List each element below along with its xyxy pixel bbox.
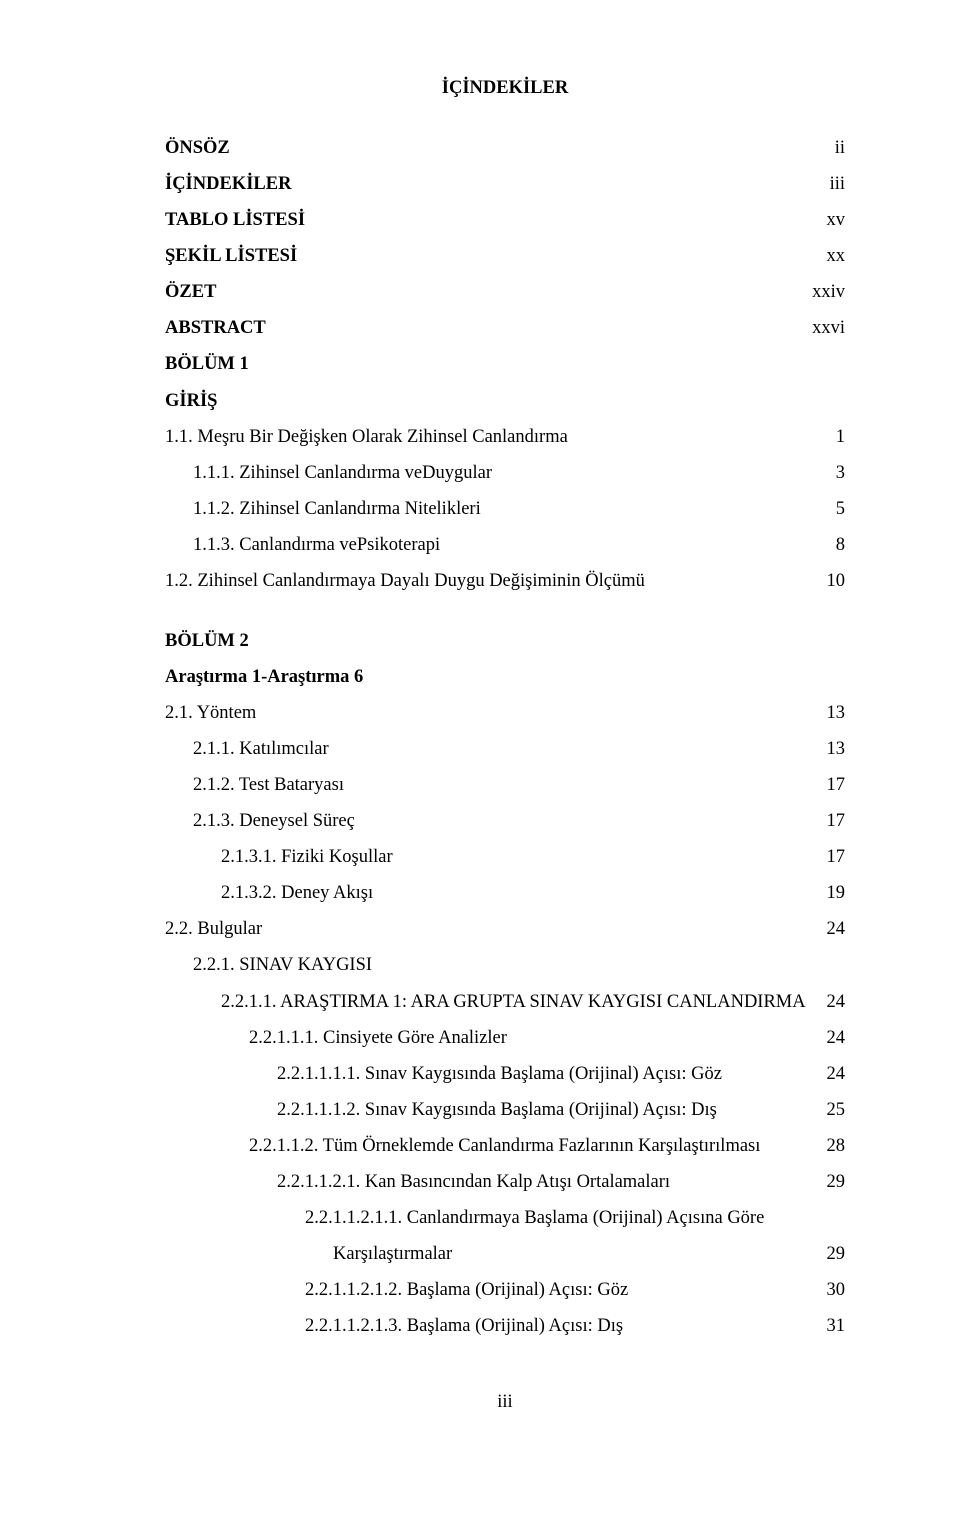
toc-label: 2.2.1. SINAV KAYGISI	[165, 947, 825, 983]
toc-row: 2.2.1.1.1.1. Sınav Kaygısında Başlama (O…	[165, 1056, 845, 1092]
toc-label: TABLO LİSTESİ	[165, 202, 807, 238]
toc-page: 28	[807, 1128, 846, 1164]
toc-label: 1.1.2. Zihinsel Canlandırma Nitelikleri	[165, 491, 816, 527]
page-number: iii	[165, 1384, 845, 1420]
toc-row: 1.1.3. Canlandırma vePsikoterapi8	[165, 527, 845, 563]
toc-page: xx	[807, 238, 846, 274]
toc-page: 29	[807, 1164, 846, 1200]
toc-label: 1.2. Zihinsel Canlandırmaya Dayalı Duygu…	[165, 563, 807, 599]
toc-page: 3	[816, 455, 845, 491]
toc-page: xxiv	[792, 274, 845, 310]
toc-row: GİRİŞ	[165, 383, 845, 419]
toc-page: 8	[816, 527, 845, 563]
toc-row: 1.1.1. Zihinsel Canlandırma veDuygular3	[165, 455, 845, 491]
toc-page: 10	[807, 563, 846, 599]
toc-page: 30	[807, 1272, 846, 1308]
toc-label: 2.1.3. Deneysel Süreç	[165, 803, 807, 839]
toc-row: İÇİNDEKİLERiii	[165, 166, 845, 202]
toc-label: 2.2.1.1.2. Tüm Örneklemde Canlandırma Fa…	[165, 1128, 807, 1164]
toc-gap	[165, 599, 845, 623]
toc-row: BÖLÜM 1	[165, 346, 845, 382]
toc-row: 2.2.1.1.1. Cinsiyete Göre Analizler24	[165, 1020, 845, 1056]
toc-page: 1	[816, 419, 845, 455]
toc-page: 17	[807, 767, 846, 803]
toc-label: 2.2. Bulgular	[165, 911, 807, 947]
toc-label: 2.2.1.1.2.1.1. Canlandırmaya Başlama (Or…	[165, 1200, 825, 1236]
toc-page: 25	[807, 1092, 846, 1128]
toc-page: 13	[807, 695, 846, 731]
toc-page: xxvi	[792, 310, 845, 346]
toc-row: BÖLÜM 2	[165, 623, 845, 659]
toc-page: 17	[807, 803, 846, 839]
toc-row: 2.2.1.1.2.1.1. Canlandırmaya Başlama (Or…	[165, 1200, 845, 1236]
toc-row: 2.2.1.1.1.2. Sınav Kaygısında Başlama (O…	[165, 1092, 845, 1128]
toc-page: 29	[807, 1236, 846, 1272]
toc-label: 2.2.1.1.1. Cinsiyete Göre Analizler	[165, 1020, 807, 1056]
toc-label: 2.2.1.1.1.2. Sınav Kaygısında Başlama (O…	[165, 1092, 807, 1128]
toc-page: iii	[810, 166, 845, 202]
toc-label: 2.1.3.2. Deney Akışı	[165, 875, 807, 911]
toc-row: 1.1.2. Zihinsel Canlandırma Nitelikleri5	[165, 491, 845, 527]
toc-row: 2.2.1. SINAV KAYGISI	[165, 947, 845, 983]
toc-row: ÖZETxxiv	[165, 274, 845, 310]
toc-label: 1.1. Meşru Bir Değişken Olarak Zihinsel …	[165, 419, 816, 455]
toc-row: 1.2. Zihinsel Canlandırmaya Dayalı Duygu…	[165, 563, 845, 599]
toc-label: GİRİŞ	[165, 383, 825, 419]
toc-row: 2.1.3. Deneysel Süreç17	[165, 803, 845, 839]
toc-row: 2.2.1.1.2.1. Kan Basıncından Kalp Atışı …	[165, 1164, 845, 1200]
toc-label: 1.1.3. Canlandırma vePsikoterapi	[165, 527, 816, 563]
toc-row: 2.2. Bulgular24	[165, 911, 845, 947]
toc-row: Araştırma 1-Araştırma 6	[165, 659, 845, 695]
document-title: İÇİNDEKİLER	[165, 70, 845, 106]
toc-row: TABLO LİSTESİxv	[165, 202, 845, 238]
toc-row: 2.2.1.1.2. Tüm Örneklemde Canlandırma Fa…	[165, 1128, 845, 1164]
toc-label: 2.1.2. Test Bataryası	[165, 767, 807, 803]
toc-row: ABSTRACTxxvi	[165, 310, 845, 346]
toc-row: 1.1. Meşru Bir Değişken Olarak Zihinsel …	[165, 419, 845, 455]
toc-row: 2.2.1.1.2.1.3. Başlama (Orijinal) Açısı:…	[165, 1308, 845, 1344]
toc-page: 24	[807, 1056, 846, 1092]
toc-page: ii	[815, 130, 845, 166]
toc-label: ÖNSÖZ	[165, 130, 815, 166]
toc-container: ÖNSÖZiiİÇİNDEKİLERiiiTABLO LİSTESİxvŞEKİ…	[165, 130, 845, 1344]
toc-label: BÖLÜM 1	[165, 346, 825, 382]
toc-label: ÖZET	[165, 274, 792, 310]
toc-label: 2.2.1.1.2.1.2. Başlama (Orijinal) Açısı:…	[165, 1272, 807, 1308]
toc-label: 2.2.1.1. ARAŞTIRMA 1: ARA GRUPTA SINAV K…	[165, 984, 807, 1020]
toc-page: 24	[807, 984, 846, 1020]
toc-row: 2.1.2. Test Bataryası17	[165, 767, 845, 803]
toc-row: ÖNSÖZii	[165, 130, 845, 166]
toc-label: 2.2.1.1.2.1.3. Başlama (Orijinal) Açısı:…	[165, 1308, 807, 1344]
toc-row: 2.2.1.1. ARAŞTIRMA 1: ARA GRUPTA SINAV K…	[165, 984, 845, 1020]
toc-label: 2.1. Yöntem	[165, 695, 807, 731]
toc-page: 24	[807, 911, 846, 947]
toc-label: 1.1.1. Zihinsel Canlandırma veDuygular	[165, 455, 816, 491]
toc-page: 17	[807, 839, 846, 875]
toc-row: 2.1.3.2. Deney Akışı19	[165, 875, 845, 911]
toc-label: 2.2.1.1.2.1. Kan Basıncından Kalp Atışı …	[165, 1164, 807, 1200]
toc-row: 2.1.3.1. Fiziki Koşullar17	[165, 839, 845, 875]
toc-row: 2.1.1. Katılımcılar13	[165, 731, 845, 767]
toc-label: Araştırma 1-Araştırma 6	[165, 659, 825, 695]
toc-page: 19	[807, 875, 846, 911]
toc-row: 2.2.1.1.2.1.2. Başlama (Orijinal) Açısı:…	[165, 1272, 845, 1308]
toc-label: 2.1.1. Katılımcılar	[165, 731, 807, 767]
toc-row: ŞEKİL LİSTESİxx	[165, 238, 845, 274]
toc-page: 5	[816, 491, 845, 527]
toc-label: İÇİNDEKİLER	[165, 166, 810, 202]
toc-label: Karşılaştırmalar	[165, 1236, 807, 1272]
toc-label: 2.2.1.1.1.1. Sınav Kaygısında Başlama (O…	[165, 1056, 807, 1092]
toc-row: 2.1. Yöntem13	[165, 695, 845, 731]
toc-page: 24	[807, 1020, 846, 1056]
toc-page: 13	[807, 731, 846, 767]
toc-page: xv	[807, 202, 846, 238]
toc-label: 2.1.3.1. Fiziki Koşullar	[165, 839, 807, 875]
toc-label: ŞEKİL LİSTESİ	[165, 238, 807, 274]
toc-label: ABSTRACT	[165, 310, 792, 346]
toc-page: 31	[807, 1308, 846, 1344]
toc-row: Karşılaştırmalar29	[165, 1236, 845, 1272]
toc-label: BÖLÜM 2	[165, 623, 825, 659]
